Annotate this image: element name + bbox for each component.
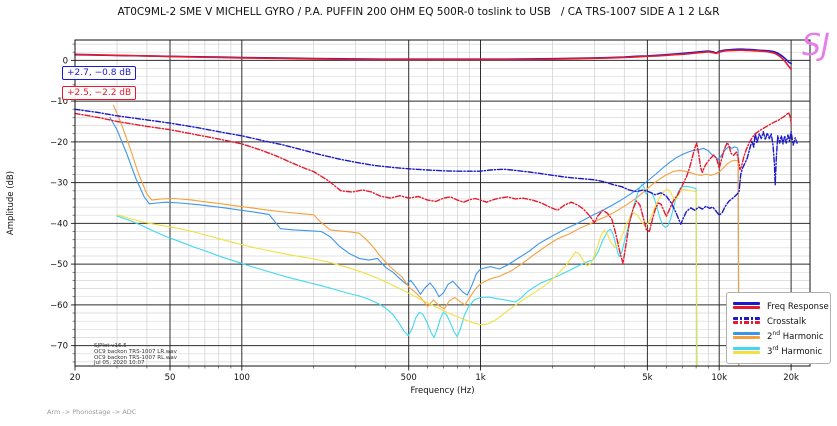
freq-response-swatch-icon xyxy=(733,301,760,310)
annotation-freq-response-right: +2.5, −2.2 dB xyxy=(62,86,137,100)
legend-label: 3rd Harmonic xyxy=(767,344,823,357)
svg-text:−20: −20 xyxy=(50,138,68,148)
series-3rd-harmonic-r xyxy=(116,188,698,366)
legend-label: Crosstalk xyxy=(767,316,807,327)
2nd-harmonic-swatch-icon xyxy=(733,331,760,340)
legend-item-crosstalk: Crosstalk xyxy=(733,313,824,328)
series-crosstalk-l xyxy=(74,108,798,225)
svg-text:5k: 5k xyxy=(642,373,652,383)
crosstalk-swatch-icon xyxy=(733,316,760,325)
svg-text:0: 0 xyxy=(63,56,68,66)
series-2nd-harmonic-r xyxy=(112,104,740,366)
series-freq-response-r xyxy=(74,49,792,71)
svg-text:500: 500 xyxy=(401,373,417,383)
source-file-rl: OC9 backon TRS-1007 RL.wav xyxy=(94,354,178,361)
plot-date: Jul 05, 2020 10:07 xyxy=(94,360,145,367)
x-axis-label: Frequency (Hz) xyxy=(410,386,475,396)
chart-canvas: 0 −10 −20 −30 −40 −50 −60 −70 20 50 100 500 1k 5k 10k 2… xyxy=(50,39,811,383)
svg-text:20: 20 xyxy=(70,373,81,383)
annotation-freq-response-left: +2.7, −0.8 dB xyxy=(62,66,137,80)
source-file-lr: OC9 backon TRS-1007 LR.wav xyxy=(94,348,177,355)
chart-title: AT0C9ML-2 SME V MICHELL GYRO / P.A. PUFF… xyxy=(117,6,720,18)
y-axis-label: Amplitude (dB) xyxy=(6,170,16,236)
legend-label: Freq Response xyxy=(767,301,829,312)
3rd-harmonic-swatch-icon xyxy=(733,346,760,355)
series-2nd-harmonic-l xyxy=(109,116,740,366)
svg-text:50: 50 xyxy=(165,373,176,383)
svg-text:1k: 1k xyxy=(475,373,485,383)
legend-item-2nd-harmonic: 2nd Harmonic xyxy=(733,328,824,343)
legend-item-3rd-harmonic: 3rd Harmonic xyxy=(733,343,824,358)
svg-text:−70: −70 xyxy=(50,342,68,352)
sj-watermark: SJ xyxy=(802,28,830,63)
svg-text:−30: −30 xyxy=(50,179,68,189)
signal-chain-footer: Arm -> Phonostage -> ADC xyxy=(47,408,137,416)
plot-info-block: SJPlot v16.5 OC9 backon TRS-1007 LR.wav … xyxy=(94,343,178,367)
svg-text:−50: −50 xyxy=(50,260,68,270)
svg-text:20k: 20k xyxy=(783,373,799,383)
legend-item-freq-response: Freq Response xyxy=(733,298,829,313)
series-3rd-harmonic-l xyxy=(116,183,698,366)
svg-text:−10: −10 xyxy=(50,97,68,107)
svg-text:−40: −40 xyxy=(50,219,68,229)
svg-text:100: 100 xyxy=(234,373,250,383)
plot-version: SJPlot v16.5 xyxy=(94,343,127,349)
legend-label: 2nd Harmonic xyxy=(767,329,824,342)
series-crosstalk-r xyxy=(74,111,792,264)
svg-text:−60: −60 xyxy=(50,301,68,311)
svg-text:10k: 10k xyxy=(711,373,727,383)
legend: Freq Response Crosstalk 2nd Harmonic 3rd… xyxy=(726,292,831,364)
